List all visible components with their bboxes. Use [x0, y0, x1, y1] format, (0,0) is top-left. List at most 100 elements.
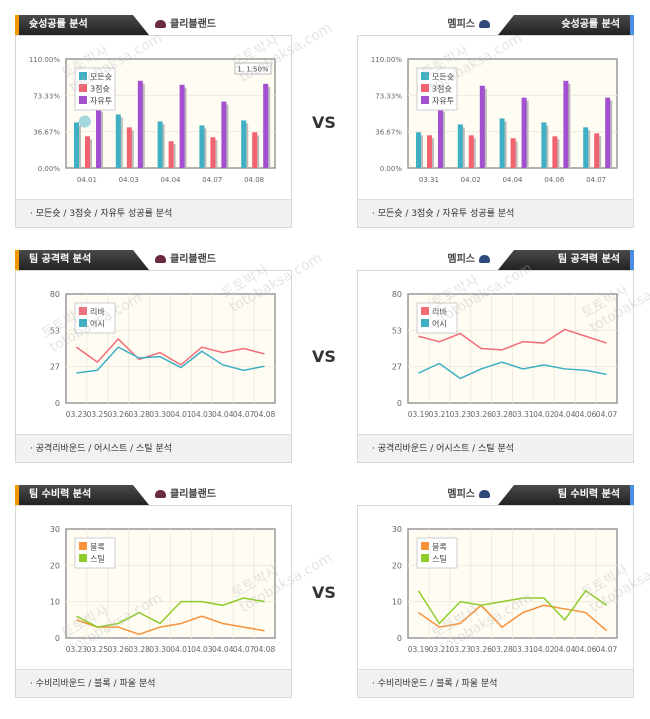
bar-자유투	[563, 80, 569, 168]
chart-footer: · 공격리바운드 / 어시스트 / 스틸 분석	[16, 434, 291, 462]
legend-label: 어시	[90, 319, 105, 329]
team-name: 클리블랜드	[151, 15, 216, 35]
x-tick-label: 04.02	[533, 645, 555, 654]
series-line-리바	[418, 328, 607, 351]
x-tick-label: 04.04	[160, 176, 181, 184]
x-tick-label: 03.25	[87, 645, 109, 654]
chart-footer: · 공격리바운드 / 어시스트 / 스틸 분석	[358, 434, 633, 462]
bar-3점슛	[552, 136, 558, 168]
x-tick-label: 04.08	[244, 176, 264, 184]
bar-모든슛	[199, 125, 205, 168]
y-tick-label: 10	[392, 598, 402, 607]
panel-0: 슛성공률 분석 클리블랜드 0.00% 36.67% 73.33% 110.00% 04…	[15, 15, 292, 228]
y-tick-label: 20	[392, 561, 402, 570]
y-tick-label: 36.67%	[375, 129, 402, 137]
x-tick-label: 03.30	[149, 410, 171, 419]
x-tick-label: 03.26	[470, 410, 492, 419]
team-label: 클리블랜드	[170, 489, 216, 500]
panel-title: 팀 공격력 분석	[498, 250, 634, 270]
tooltip-text: 1, 1.50%	[237, 66, 268, 74]
x-tick-label: 03.31	[419, 176, 439, 184]
panel-header: 팀 수비력 분석 멤피스	[357, 485, 634, 505]
bar-자유투	[221, 101, 227, 168]
x-tick-label: 03.19	[408, 645, 430, 654]
bar-모든슛	[583, 127, 589, 168]
x-tick-label: 04.04	[554, 410, 576, 419]
team-label: 멤피스	[447, 254, 475, 265]
bar-3점슛	[510, 138, 516, 168]
legend-label: 블록	[432, 542, 447, 552]
bar-모든슛	[541, 122, 547, 168]
y-tick-label: 110.00%	[371, 56, 402, 64]
legend-label: 3점슛	[90, 84, 110, 94]
bar-모든슛	[457, 124, 463, 168]
x-tick-label: 03.25	[87, 410, 109, 419]
x-tick-label: 04.08	[254, 410, 276, 419]
y-tick-label: 27	[392, 363, 402, 372]
legend-label: 어시	[432, 319, 447, 329]
chart-box: 0 27 53 80 03.19 03.21 03.23 03.26 03.28 03.31 04.…	[357, 270, 634, 463]
bar-3점슛	[427, 135, 432, 168]
legend-label: 리바	[90, 307, 105, 317]
vs-label: VS	[312, 347, 336, 366]
tooltip-box	[234, 62, 272, 75]
chart-footer: · 수비리바운드 / 블록 / 파울 분석	[358, 669, 633, 697]
panel-title: 팀 수비력 분석	[498, 485, 634, 505]
series-line-스틸	[417, 589, 607, 625]
panel-2: 팀 공격력 분석 클리블랜드 0 27 53 80 03.23 03.25 03.26 03.…	[15, 250, 292, 463]
bar-자유투	[479, 85, 485, 168]
x-tick-label: 04.04	[554, 645, 576, 654]
x-tick-label: 04.03	[191, 645, 213, 654]
panel-title: 슛성공률 분석	[15, 15, 149, 35]
panel-header: 팀 공격력 분석 클리블랜드	[15, 250, 292, 270]
bar-자유투	[96, 108, 101, 168]
chart-box: 0 27 53 80 03.23 03.25 03.26 03.28 03.30 04.01 04.…	[15, 270, 292, 463]
x-tick-label: 04.08	[254, 645, 276, 654]
legend-swatch	[421, 554, 429, 562]
bar-모든슛	[241, 120, 247, 168]
x-tick-label: 04.01	[77, 176, 97, 184]
legend-label: 모든슛	[90, 73, 112, 82]
bar-모든슛	[74, 122, 79, 168]
x-tick-label: 03.28	[128, 410, 150, 419]
bar-3점슛	[468, 135, 474, 168]
bar-자유투	[179, 84, 185, 168]
x-tick-label: 04.03	[119, 176, 139, 184]
bar-자유투	[137, 80, 143, 168]
x-tick-label: 03.23	[450, 410, 472, 419]
chart-footer: · 수비리바운드 / 블록 / 파울 분석	[16, 669, 291, 697]
x-tick-label: 04.02	[533, 410, 555, 419]
x-tick-label: 04.06	[575, 410, 597, 419]
x-tick-label: 03.21	[429, 410, 451, 419]
series-line-블록	[76, 615, 265, 636]
legend-label: 자유투	[90, 97, 112, 106]
y-tick-label: 10	[50, 598, 60, 607]
panel-header: 슛성공률 분석 멤피스	[357, 15, 634, 35]
x-tick-label: 03.30	[149, 645, 171, 654]
team-name: 멤피스	[447, 250, 494, 270]
team-label: 멤피스	[447, 19, 475, 30]
bar-3점슛	[85, 136, 90, 168]
legend-swatch	[79, 542, 87, 550]
y-tick-label: 0	[397, 399, 402, 408]
x-tick-label: 04.07	[202, 176, 222, 184]
x-tick-label: 03.26	[108, 645, 130, 654]
x-tick-label: 03.23	[66, 645, 88, 654]
hover-marker	[78, 115, 91, 128]
series-line-스틸	[76, 597, 265, 628]
legend-label: 스틸	[90, 554, 105, 564]
y-tick-label: 0	[55, 634, 60, 643]
legend-label: 3점슛	[432, 84, 452, 94]
chart-footer: · 모든슛 / 3점슛 / 자유투 성공률 분석	[358, 199, 633, 227]
x-tick-label: 04.04	[502, 176, 523, 184]
legend-swatch	[421, 307, 429, 315]
legend-label: 모든슛	[432, 73, 454, 82]
bar-3점슛	[594, 133, 600, 168]
x-tick-label: 03.21	[429, 645, 451, 654]
